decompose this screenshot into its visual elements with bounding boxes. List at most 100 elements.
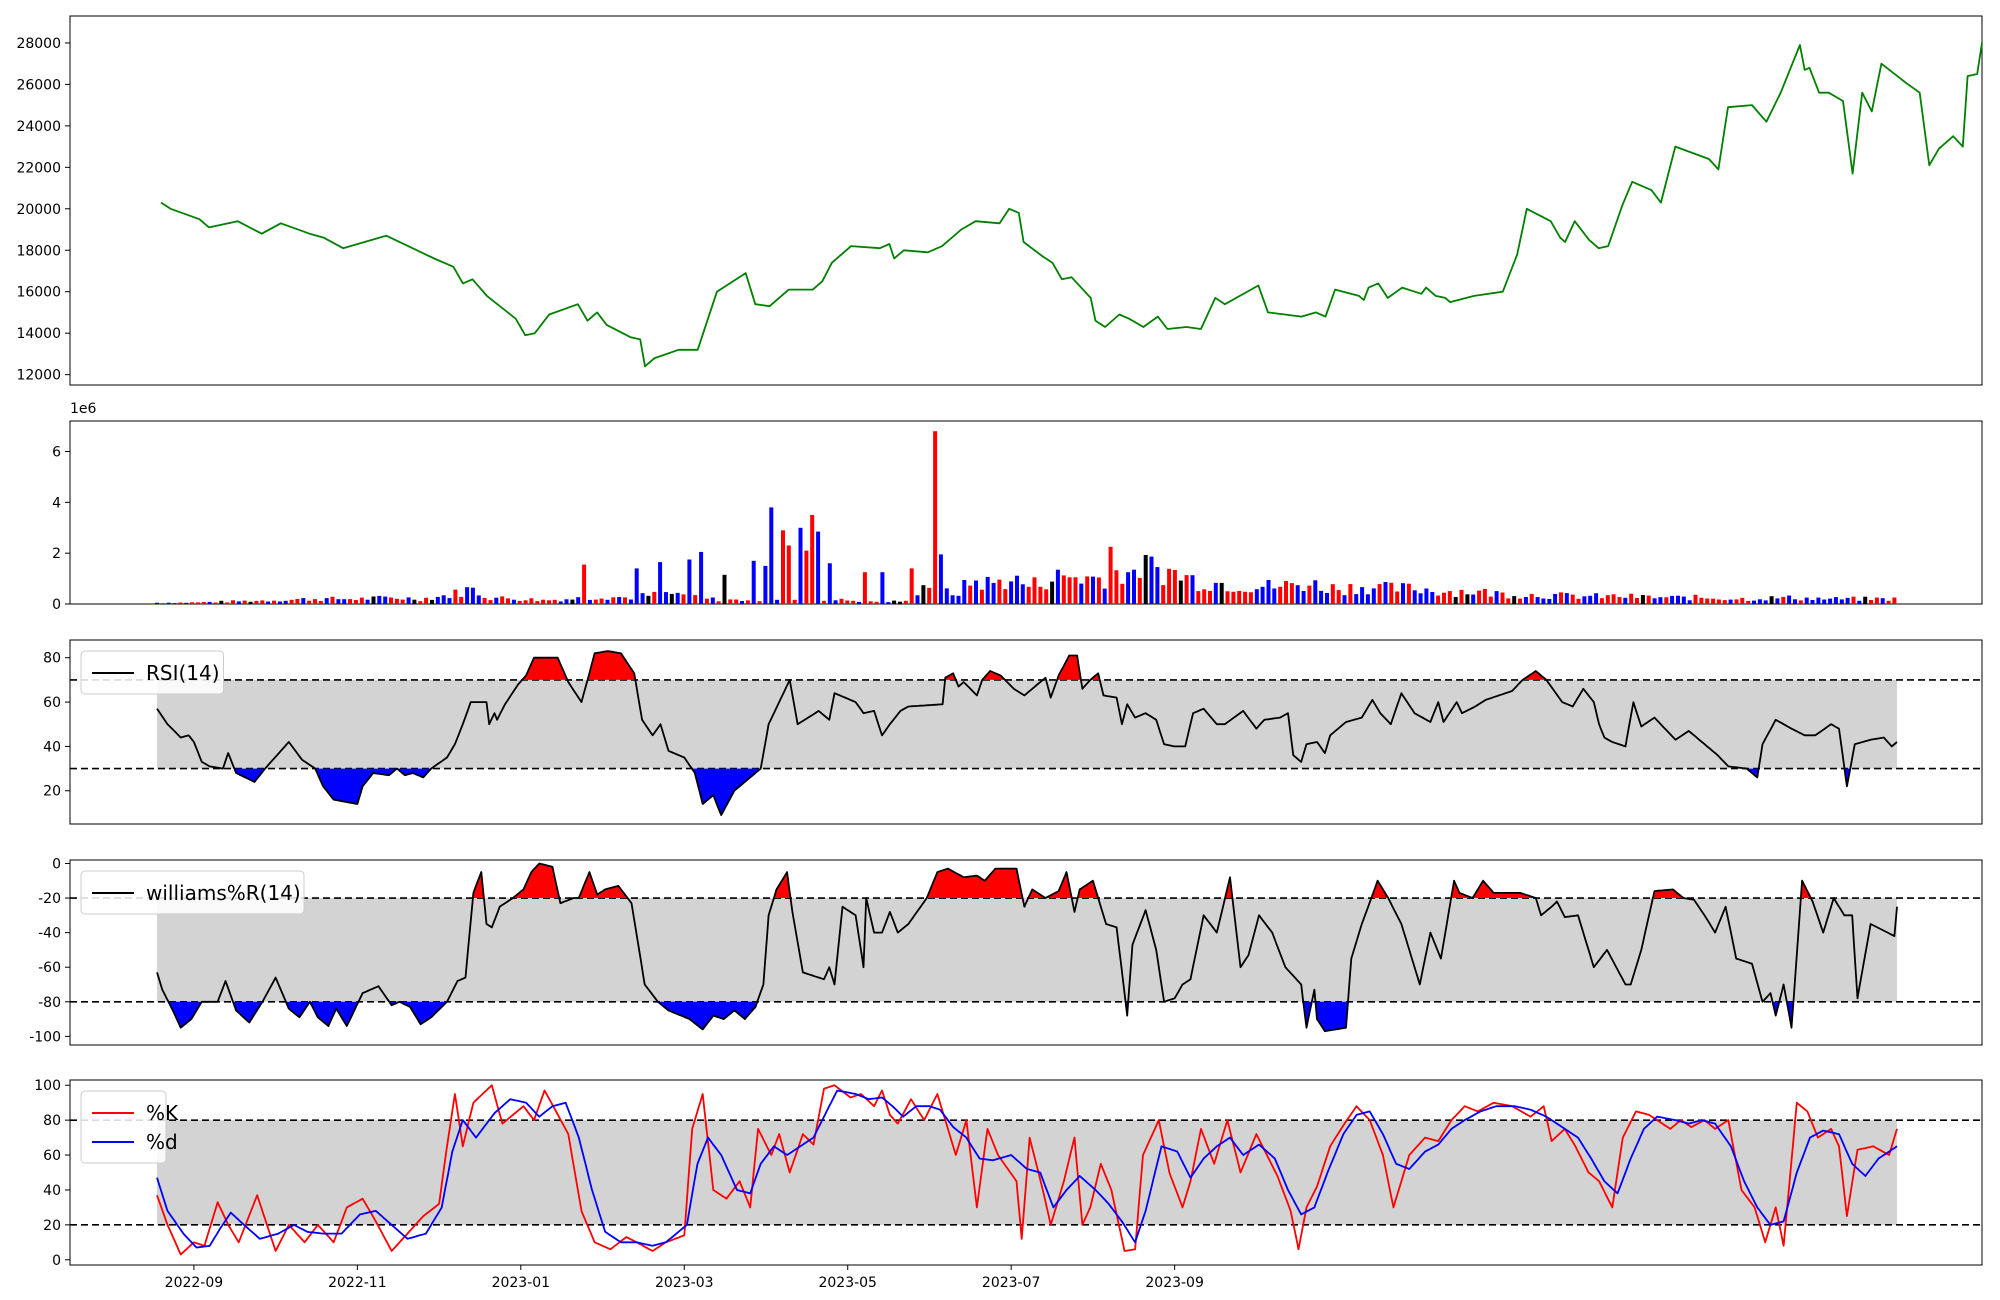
x-tick-label: 2023-07: [982, 1275, 1041, 1291]
rsi-overbought-fill: [1522, 671, 1547, 680]
volume-bar: [277, 601, 282, 604]
volume-bar: [1108, 546, 1113, 604]
volume-bar: [763, 565, 768, 604]
volume-bar: [593, 599, 598, 604]
volume-bar: [1512, 596, 1517, 604]
volume-bar: [242, 600, 247, 604]
volume-bar: [1857, 600, 1862, 604]
rsi-axes: 20 40 60 80: [43, 651, 70, 800]
volume-bar: [1225, 591, 1230, 604]
volume-offset-label: 1e6: [70, 401, 97, 417]
williams-ytick-label: -60: [38, 960, 61, 976]
volume-bar: [1430, 592, 1435, 604]
volume-bar: [909, 568, 914, 604]
williams-overbought-fill: [1077, 880, 1099, 898]
volume-bar: [775, 599, 780, 604]
volume-bar: [874, 601, 879, 604]
williams-overbought-fill: [773, 872, 791, 898]
volume-bar: [248, 601, 253, 604]
volume-bar: [318, 601, 323, 604]
volume-bar: [1295, 585, 1300, 604]
volume-bar: [1828, 598, 1833, 604]
price-ytick-label: 18000: [16, 243, 61, 259]
volume-bar: [933, 431, 938, 604]
volume-bar: [511, 599, 516, 604]
stoch-ytick-label: 20: [43, 1218, 61, 1234]
volume-bar: [1371, 588, 1376, 604]
rsi-overbought-fill: [522, 657, 568, 680]
volume-bar: [377, 595, 382, 604]
volume-bar: [1793, 599, 1797, 604]
volume-bar: [1149, 556, 1154, 604]
volume-bar: [1143, 555, 1148, 604]
volume-bar: [336, 599, 341, 604]
volume-bar: [195, 602, 200, 604]
volume-bar: [348, 599, 353, 604]
volume-bar: [1804, 597, 1809, 604]
williams-band: [157, 898, 1897, 1002]
volume-bar: [1705, 598, 1710, 604]
volume-bar: [1453, 597, 1458, 604]
volume-panel-frame: [69, 420, 1983, 605]
volume-bar: [1254, 589, 1259, 604]
volume-bar: [289, 599, 294, 604]
volume-bar: [1629, 593, 1634, 604]
volume-bar: [728, 599, 733, 604]
volume-bar: [1020, 584, 1025, 604]
volume-bars: [155, 431, 1897, 605]
volume-bar: [1547, 599, 1552, 604]
rsi-panel-frame: [69, 639, 1983, 825]
volume-bar: [1746, 600, 1751, 604]
volume-bar: [1342, 595, 1347, 604]
williams-legend-box: [80, 870, 305, 915]
volume-bar: [1477, 590, 1482, 604]
volume-bar: [307, 600, 312, 604]
williams-ytick-label: -40: [38, 926, 61, 942]
volume-bar: [418, 601, 423, 604]
volume-bar: [576, 597, 581, 604]
volume-bar: [1740, 597, 1745, 604]
williams-ytick-label: -80: [38, 995, 61, 1011]
williams-oversold-fill: [285, 1001, 359, 1026]
volume-bar: [201, 601, 206, 604]
volume-bar: [1161, 585, 1166, 604]
price-panel-frame: [69, 15, 1983, 386]
volume-bar: [1196, 591, 1201, 604]
volume-bar: [956, 595, 961, 604]
volume-bar: [330, 596, 335, 604]
williams-legend: williams%R(14): [80, 870, 305, 915]
volume-bar: [1681, 596, 1686, 604]
volume-bar: [781, 530, 785, 604]
price-series: [160, 42, 1983, 368]
stoch-series: [156, 1084, 1898, 1256]
volume-bar: [769, 507, 774, 604]
volume-bar: [342, 599, 347, 604]
volume-bar: [1213, 582, 1218, 604]
volume-bar: [628, 599, 633, 604]
volume-axes: 0 2 4 6: [52, 445, 70, 613]
volume-bar: [880, 572, 885, 604]
volume-bar: [991, 582, 996, 604]
volume-bar: [1336, 590, 1341, 604]
volume-bar: [1137, 577, 1142, 604]
williams-overbought-fill: [1652, 889, 1684, 898]
volume-bar: [862, 572, 867, 604]
price-ytick-label: 16000: [16, 285, 61, 301]
volume-bar: [1184, 575, 1189, 604]
volume-bar: [552, 599, 557, 604]
volume-bar: [950, 595, 955, 604]
volume-bar: [500, 596, 505, 604]
volume-bar: [389, 597, 393, 604]
stoch-ytick-label: 40: [43, 1183, 61, 1199]
price-ytick-label: 20000: [16, 202, 61, 218]
volume-bar: [1892, 597, 1897, 604]
volume-bar: [710, 597, 715, 604]
volume-bar: [1734, 599, 1739, 604]
x-tick-label: 2023-05: [818, 1275, 877, 1291]
volume-bar: [517, 600, 522, 604]
rsi-legend-box: [80, 650, 224, 695]
volume-bar: [535, 601, 540, 604]
volume-bar: [1816, 597, 1821, 604]
volume-bar: [435, 596, 440, 604]
volume-bar: [1307, 585, 1312, 604]
